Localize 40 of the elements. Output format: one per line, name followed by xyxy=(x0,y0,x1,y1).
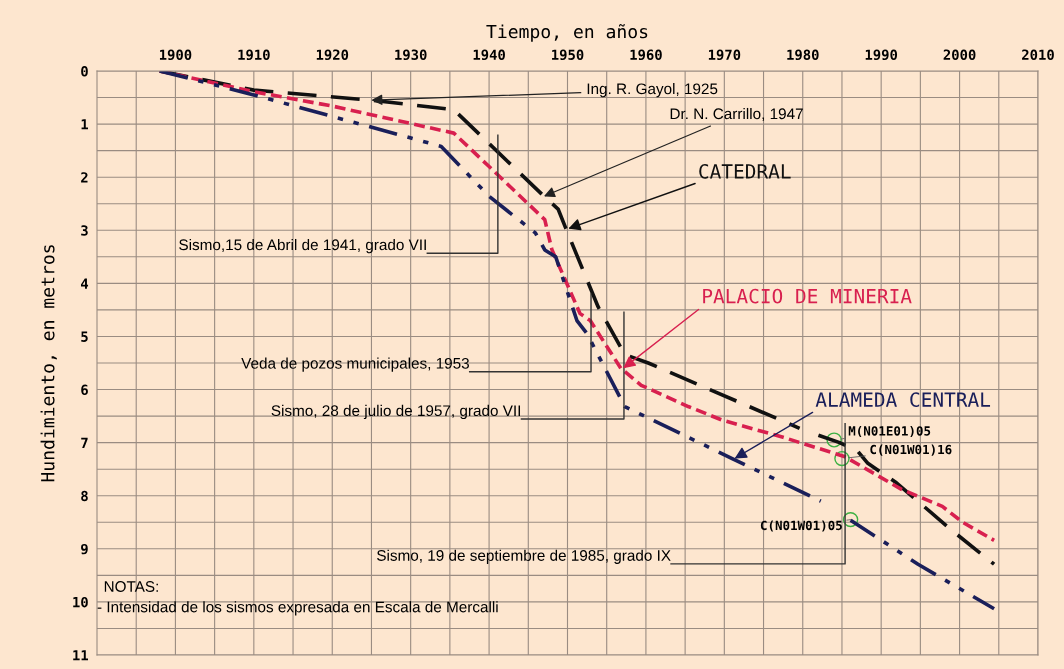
x-axis-title: Tiempo, en años xyxy=(486,24,648,42)
y-tick-label: 1 xyxy=(81,119,88,130)
annotation: Dr. N. Carrillo, 1947 xyxy=(670,107,803,121)
x-tick-label: 1990 xyxy=(865,49,898,61)
y-tick-label: 2 xyxy=(81,172,88,183)
annotation: C(N01W01)05 xyxy=(760,520,842,532)
y-tick-label: 7 xyxy=(81,437,88,448)
y-tick-label: 9 xyxy=(81,543,88,555)
x-tick-label: 1910 xyxy=(238,49,270,61)
x-tick-label: 1900 xyxy=(159,49,192,61)
y-axis-title: Hundimiento, en metros xyxy=(40,245,57,482)
y-tick-label: 6 xyxy=(81,384,88,396)
x-tick-label: 1930 xyxy=(395,49,427,61)
text: CATEDRAL xyxy=(699,164,791,179)
x-tick-label: 1940 xyxy=(473,49,505,61)
y-tick-label: 3 xyxy=(81,225,88,236)
x-tick-label: 1960 xyxy=(630,49,662,61)
x-tick-label: 1950 xyxy=(552,49,584,61)
text: ALAMEDA CENTRAL xyxy=(815,392,991,408)
x-tick-label: 1980 xyxy=(787,49,819,61)
y-tick-label: 8 xyxy=(81,490,88,502)
annotation: Sismo,15 de Abril de 1941, grado VII xyxy=(179,238,426,254)
annotation: Veda de pozos municipales, 1953 xyxy=(241,357,469,372)
y-tick-label: 10 xyxy=(73,596,88,608)
y-tick-label: 4 xyxy=(81,278,89,289)
x-tick-label: 2000 xyxy=(943,49,976,60)
text: PALACIO DE MINERIA xyxy=(703,288,912,304)
annotation: C(N01W01)16 xyxy=(870,444,952,456)
annotation: Sismo, 28 de julio de 1957, grado VII xyxy=(271,404,520,420)
annotation: NOTAS: xyxy=(104,581,158,592)
annotation: Ing. R. Gayol, 1925 xyxy=(587,82,718,98)
y-tick-label: 5 xyxy=(81,331,88,342)
x-tick-label: 1970 xyxy=(708,49,741,61)
annotation: - Intensidad de los sismos expresada en Escala de Mercalli xyxy=(97,601,498,616)
x-tick-label: 1920 xyxy=(316,49,349,61)
y-tick-label: 11 xyxy=(73,650,88,661)
x-tick-label: 2010 xyxy=(1022,49,1054,60)
annotation: Sismo, 19 de septiembre de 1985, grado IX xyxy=(377,549,671,564)
y-tick-label: 0 xyxy=(81,65,88,77)
annotation: M(N01E01)05 xyxy=(848,425,931,438)
